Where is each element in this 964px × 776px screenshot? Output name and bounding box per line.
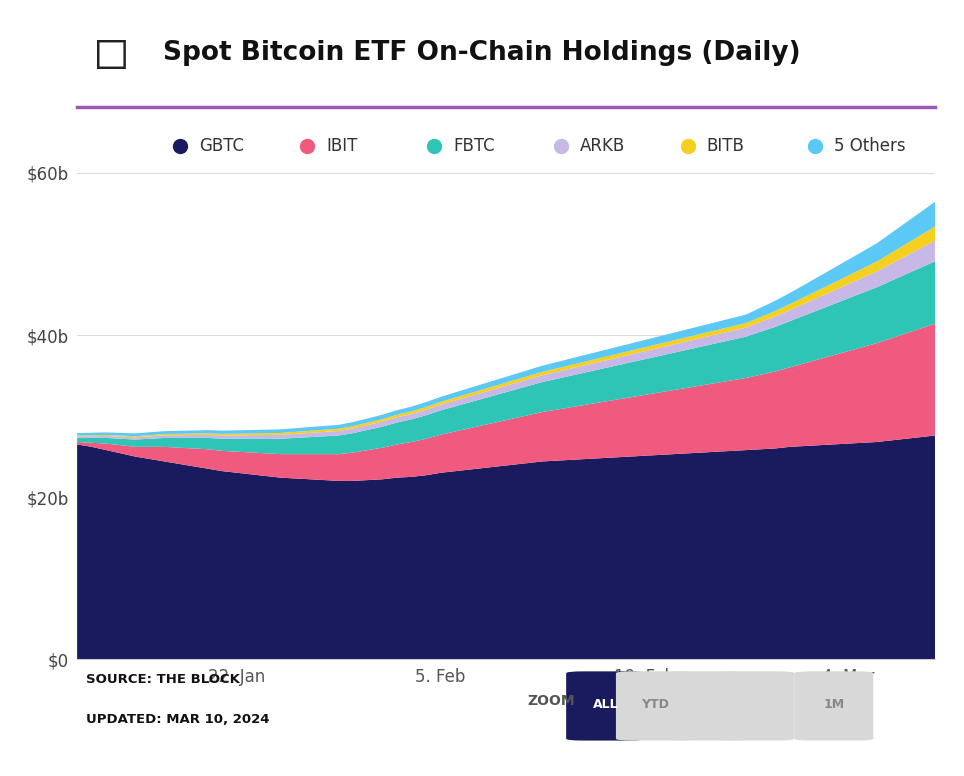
FancyBboxPatch shape [566,671,645,740]
Text: IBIT: IBIT [326,137,358,155]
Text: Spot Bitcoin ETF On-Chain Holdings (Daily): Spot Bitcoin ETF On-Chain Holdings (Dail… [163,40,800,66]
FancyBboxPatch shape [666,671,744,740]
FancyBboxPatch shape [715,671,794,740]
Text: 1M: 1M [823,698,844,711]
Text: YTD: YTD [641,698,669,711]
Text: ZOOM: ZOOM [527,695,576,708]
Text: ◻: ◻ [93,32,130,74]
Text: UPDATED: MAR 10, 2024: UPDATED: MAR 10, 2024 [86,713,269,726]
Text: FBTC: FBTC [453,137,495,155]
Text: BITB: BITB [707,137,745,155]
Text: SOURCE: THE BLOCK: SOURCE: THE BLOCK [86,674,240,686]
Text: 5 Others: 5 Others [834,137,905,155]
Text: GBTC: GBTC [199,137,244,155]
FancyBboxPatch shape [616,671,695,740]
Text: ALL: ALL [593,698,619,711]
Text: ARKB: ARKB [580,137,625,155]
FancyBboxPatch shape [794,671,873,740]
